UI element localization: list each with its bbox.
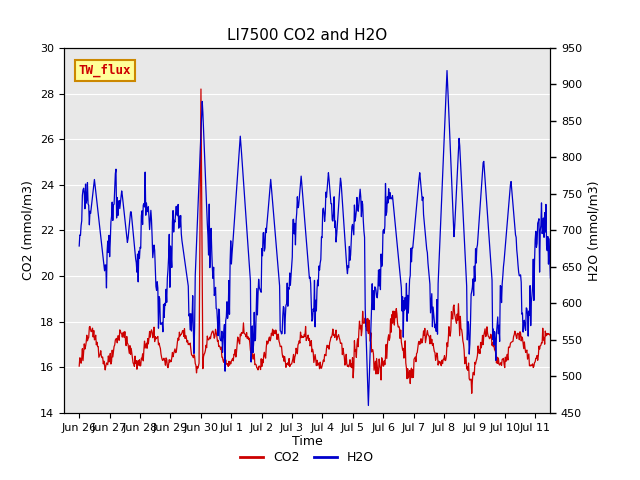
Text: TW_flux: TW_flux <box>79 63 131 77</box>
Legend: CO2, H2O: CO2, H2O <box>236 446 379 469</box>
Title: LI7500 CO2 and H2O: LI7500 CO2 and H2O <box>227 28 387 43</box>
Y-axis label: H2O (mmol/m3): H2O (mmol/m3) <box>588 180 600 281</box>
X-axis label: Time: Time <box>292 435 323 448</box>
Y-axis label: CO2 (mmol/m3): CO2 (mmol/m3) <box>22 180 35 280</box>
